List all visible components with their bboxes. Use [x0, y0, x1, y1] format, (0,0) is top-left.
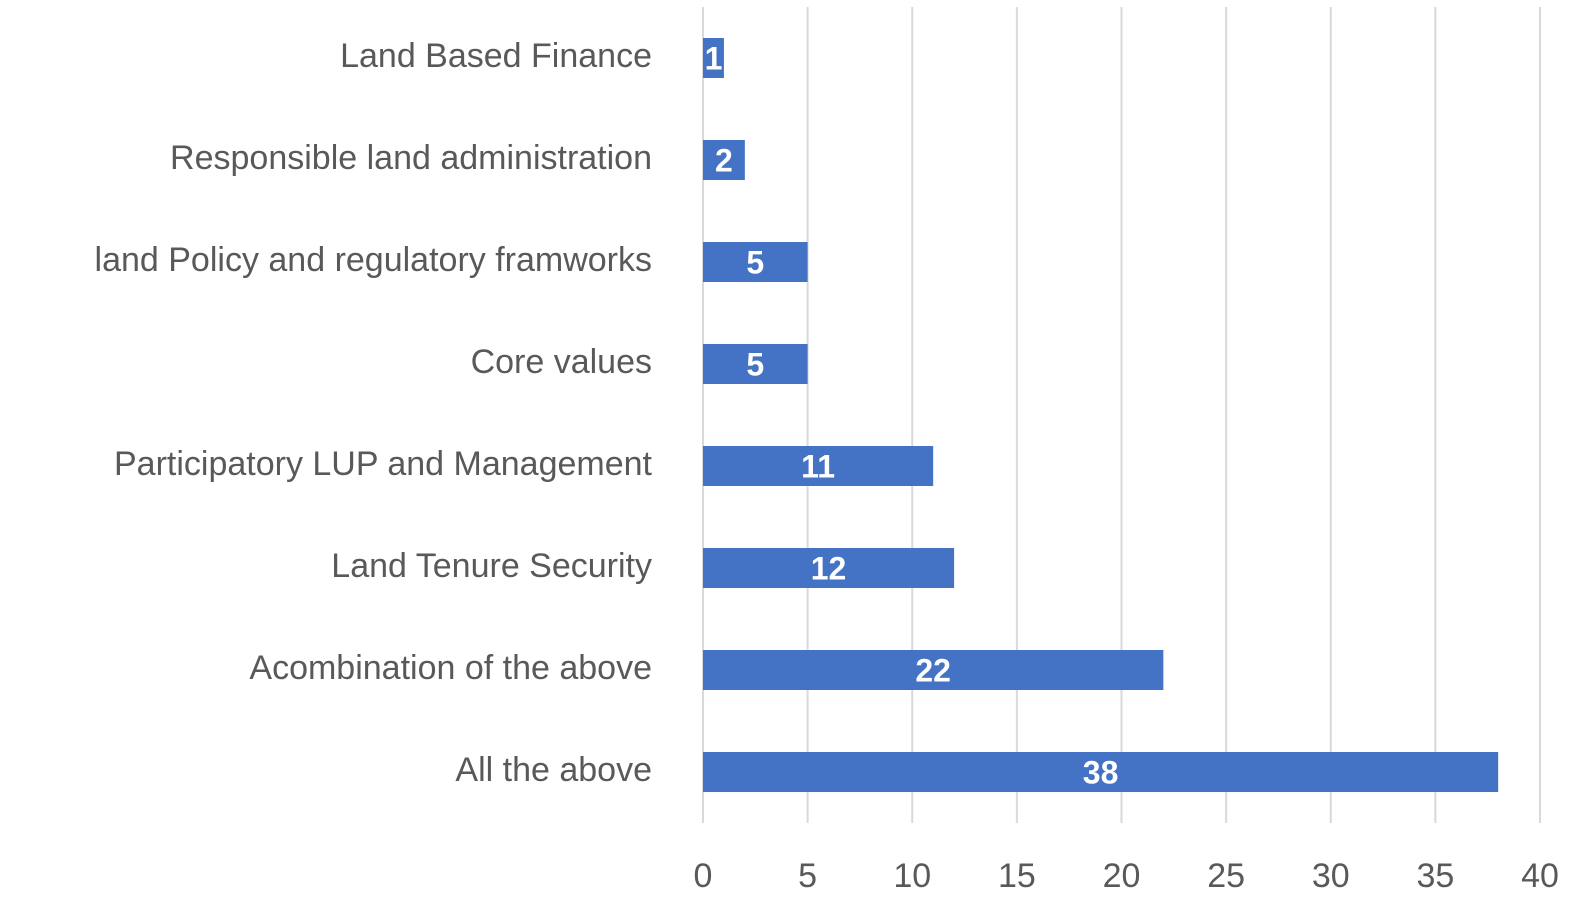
x-tick-label: 40 — [1521, 857, 1559, 895]
x-tick-label: 5 — [798, 857, 817, 895]
y-tick-label: Core values — [471, 343, 652, 381]
y-tick-label: land Policy and regulatory framworks — [95, 241, 652, 279]
bar — [703, 446, 934, 486]
y-tick-label: Acombination of the above — [249, 649, 652, 687]
x-tick-label: 25 — [1207, 857, 1245, 895]
data-label: 12 — [811, 550, 847, 586]
x-tick-label: 0 — [694, 857, 713, 895]
bar — [703, 38, 724, 78]
data-label: 11 — [801, 448, 835, 484]
bar — [703, 650, 1164, 690]
data-label: 38 — [1083, 754, 1119, 790]
bar — [703, 752, 1499, 792]
x-tick-label: 35 — [1416, 857, 1454, 895]
bar — [703, 242, 808, 282]
bar — [703, 548, 955, 588]
data-label: 5 — [746, 244, 764, 280]
y-tick-label: Responsible land administration — [170, 139, 652, 177]
bar — [703, 140, 745, 180]
bar — [703, 344, 808, 384]
data-label: 5 — [746, 346, 764, 382]
y-tick-label: Land Tenure Security — [331, 547, 652, 585]
data-label: 2 — [715, 142, 733, 178]
y-tick-label: Participatory LUP and Management — [114, 445, 653, 483]
x-tick-label: 15 — [998, 857, 1036, 895]
x-tick-label: 20 — [1103, 857, 1141, 895]
x-tick-label: 30 — [1312, 857, 1350, 895]
y-tick-label: All the above — [455, 751, 652, 789]
data-label: 1 — [705, 40, 723, 76]
x-tick-label: 10 — [893, 857, 931, 895]
data-label: 22 — [915, 652, 951, 688]
y-tick-label: Land Based Finance — [340, 37, 652, 75]
